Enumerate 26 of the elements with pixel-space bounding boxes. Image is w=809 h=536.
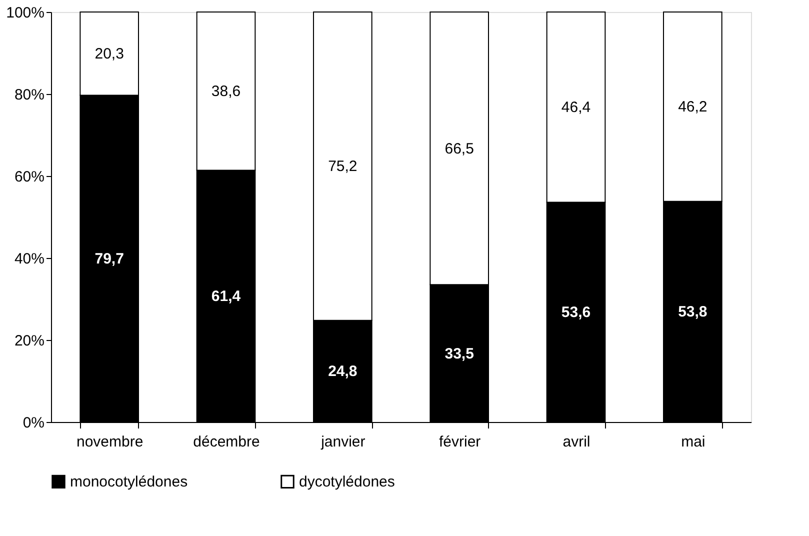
x-tick-label: février	[438, 434, 481, 450]
data-label: 24,8	[328, 363, 358, 380]
data-label: 46,4	[561, 99, 591, 116]
y-tick-label: 20%	[14, 332, 44, 350]
y-tick-label: 60%	[14, 168, 44, 186]
y-tick-label: 100%	[6, 4, 44, 22]
y-tick-label: 0%	[22, 414, 44, 432]
x-tick-label: novembre	[76, 434, 144, 450]
data-label: 61,4	[211, 288, 242, 306]
y-tick-label: 80%	[14, 86, 44, 104]
data-label: 46,2	[678, 98, 708, 116]
data-label: 66,5	[444, 140, 474, 158]
x-tick-label: mai	[681, 434, 706, 450]
legend-label: monocotylédones	[70, 474, 188, 491]
y-tick-label: 40%	[14, 250, 44, 268]
data-label: 33,5	[444, 345, 474, 362]
data-label: 79,7	[94, 250, 124, 268]
legend-label: dycotylédones	[299, 474, 395, 491]
data-label: 75,2	[328, 158, 358, 176]
data-label: 38,6	[211, 83, 241, 100]
x-tick-label: janvier	[320, 434, 366, 450]
data-label: 53,6	[561, 304, 591, 322]
data-label: 53,8	[678, 304, 708, 321]
x-tick-label: avril	[562, 434, 590, 450]
data-label: 20,3	[94, 46, 124, 63]
x-tick-label: décembre	[193, 434, 260, 450]
